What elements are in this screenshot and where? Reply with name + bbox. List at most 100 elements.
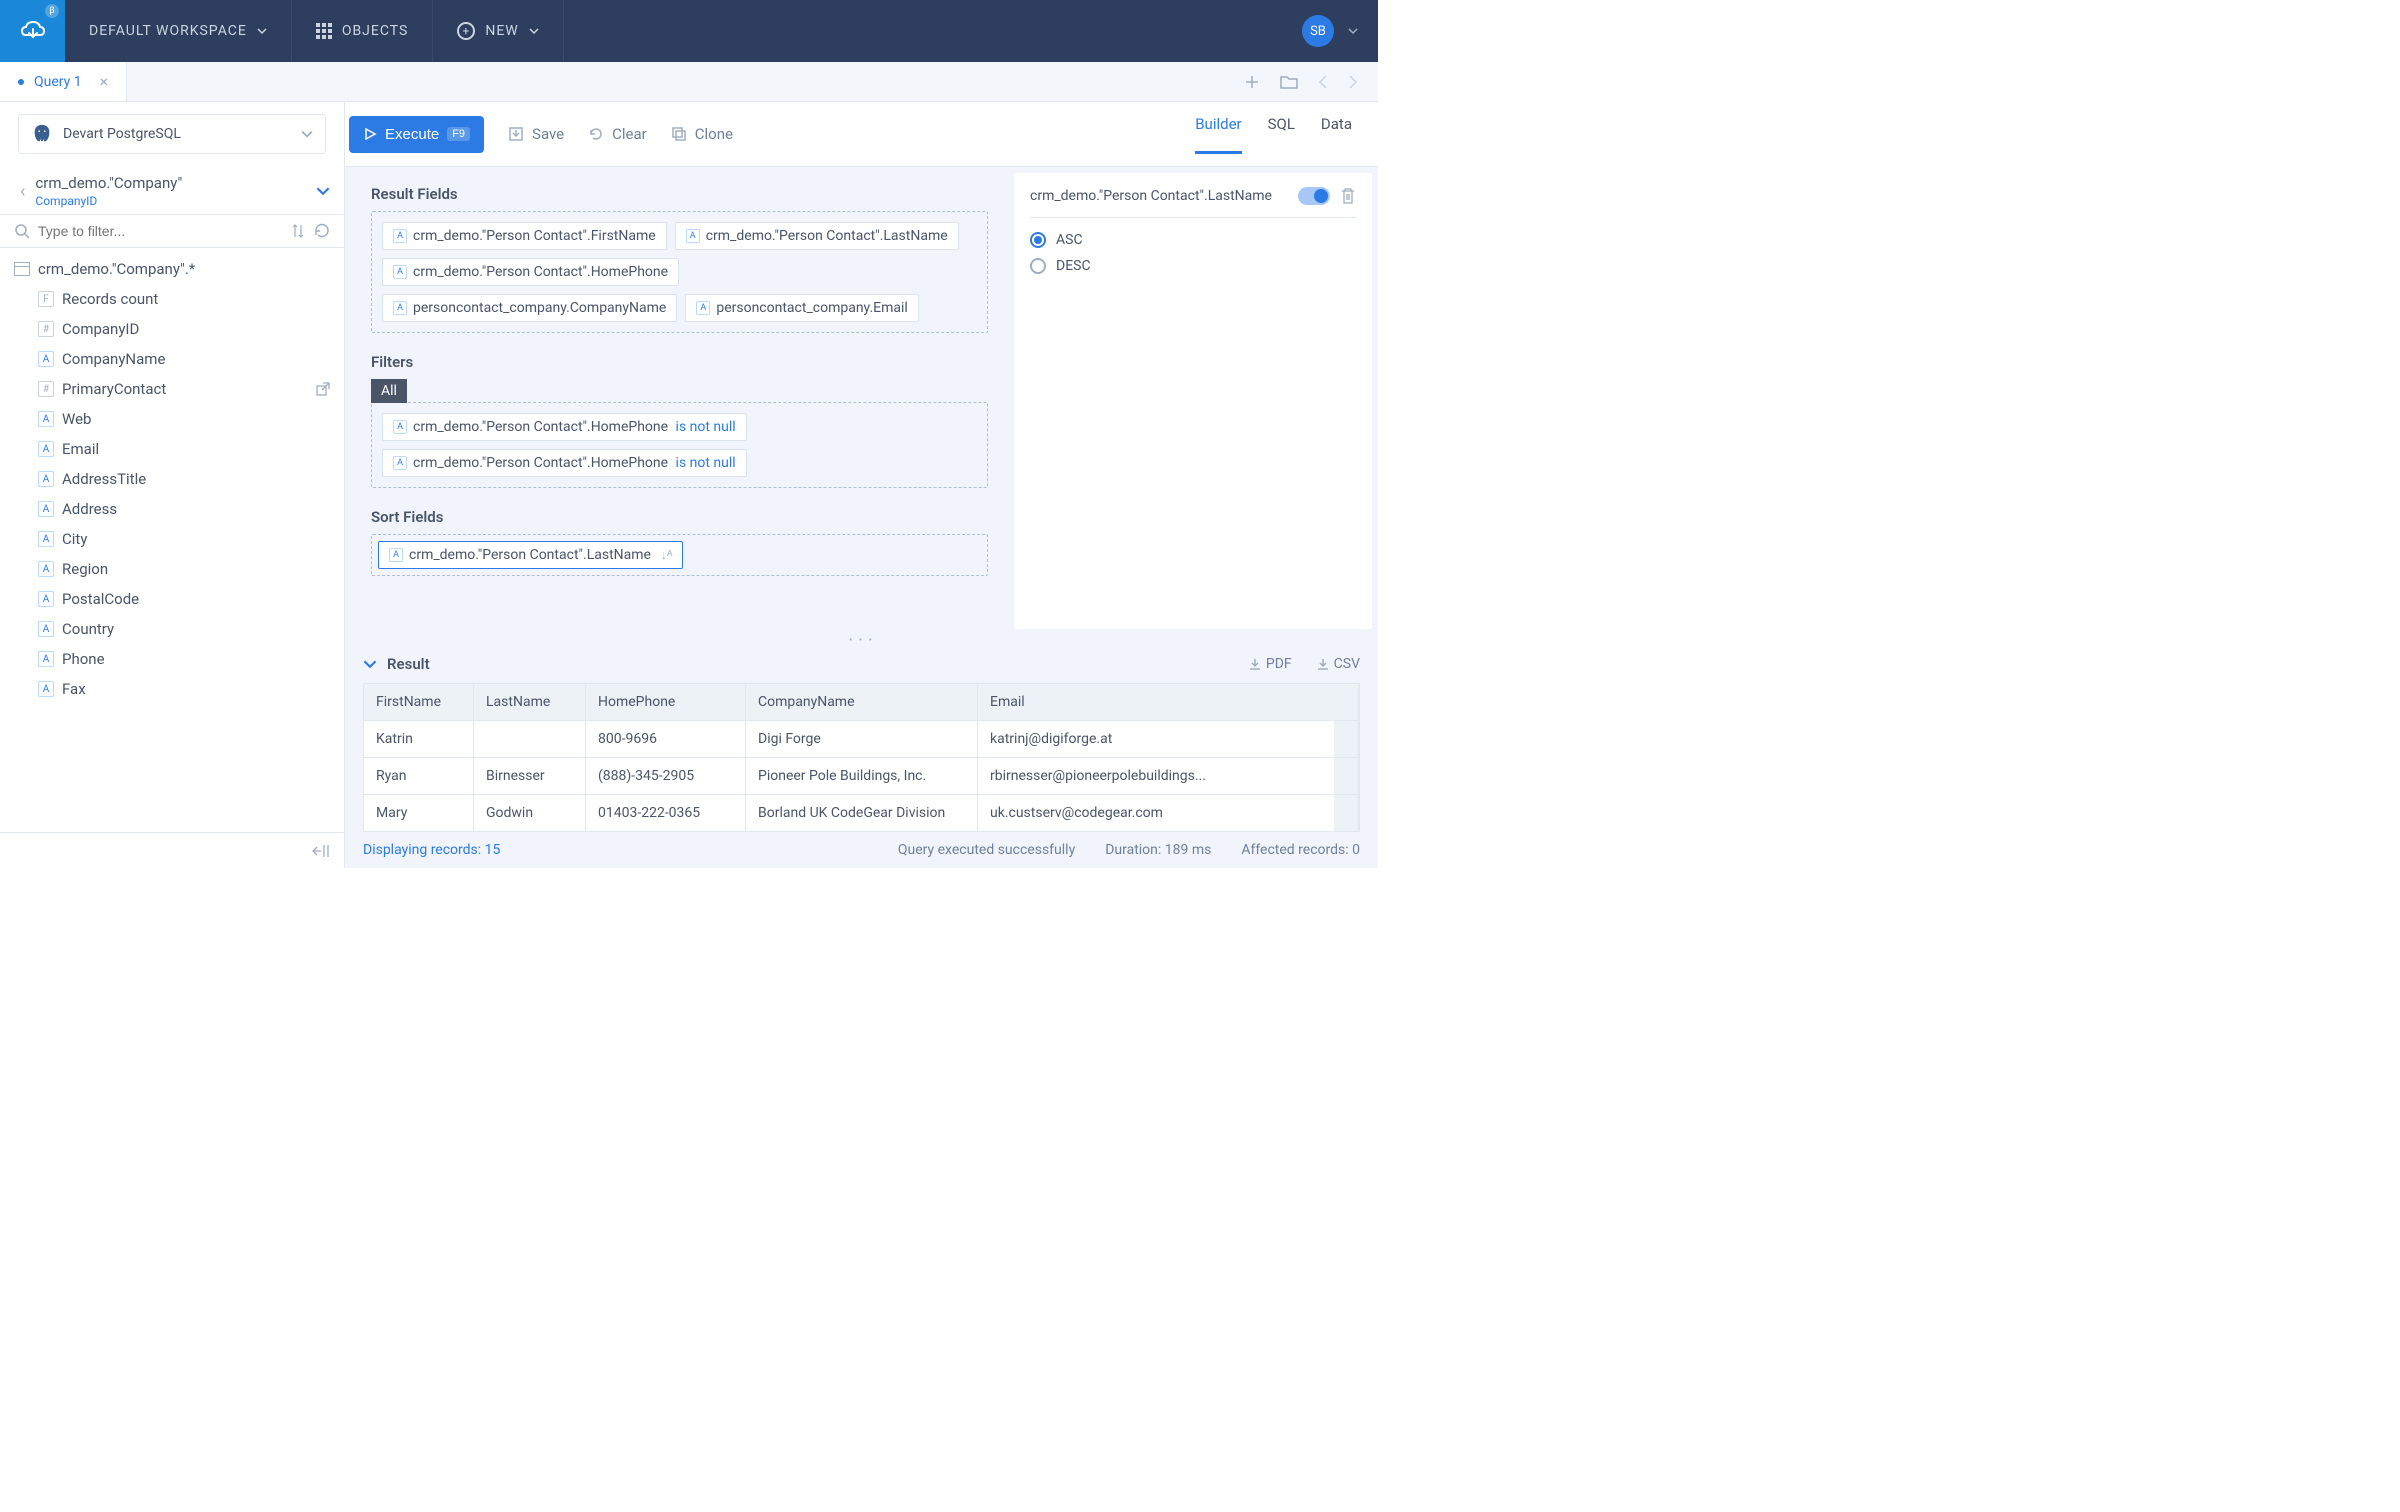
field-chip[interactable]: Acrm_demo."Person Contact".HomePhone: [382, 258, 679, 286]
sort-icon[interactable]: [292, 223, 304, 239]
type-badge: A: [393, 265, 407, 279]
type-badge: A: [393, 456, 407, 470]
sort-chip[interactable]: Acrm_demo."Person Contact".LastName↓ᴬ: [378, 541, 683, 569]
connection-select[interactable]: Devart PostgreSQL: [18, 114, 326, 154]
execute-button[interactable]: Execute F9: [349, 116, 484, 153]
result-fields-title: Result Fields: [371, 185, 988, 203]
tree-item[interactable]: AWeb: [0, 404, 344, 434]
result-panel: Result PDF CSV FirstNameLastNameHomePhon…: [345, 647, 1378, 832]
plus-icon[interactable]: [1244, 74, 1260, 90]
chevron-down-icon[interactable]: [316, 184, 330, 198]
breadcrumb-sub[interactable]: CompanyID: [35, 194, 182, 208]
sort-fields-box[interactable]: Acrm_demo."Person Contact".LastName↓ᴬ: [371, 534, 988, 576]
postgres-icon: [31, 123, 53, 145]
tree-item[interactable]: AFax: [0, 674, 344, 704]
radio-asc[interactable]: ASC: [1030, 232, 1356, 248]
clone-button[interactable]: Clone: [671, 125, 733, 143]
folder-icon[interactable]: [1280, 74, 1298, 90]
sort-asc-icon: ↓ᴬ: [661, 548, 672, 562]
field-toggle[interactable]: [1298, 187, 1330, 205]
tree-root[interactable]: crm_demo."Company".*: [0, 254, 344, 284]
save-button[interactable]: Save: [508, 125, 564, 143]
navbar: β DEFAULT WORKSPACE OBJECTS + NEW SB: [0, 0, 1378, 62]
table-row[interactable]: MaryGodwin01403-222-0365Borland UK CodeG…: [364, 794, 1359, 831]
filters-box[interactable]: Acrm_demo."Person Contact".HomePhone is …: [371, 402, 988, 488]
tree-item[interactable]: ARegion: [0, 554, 344, 584]
tree-item[interactable]: #PrimaryContact: [0, 374, 344, 404]
connection-name: Devart PostgreSQL: [63, 126, 181, 142]
toolbar: Execute F9 Save Clear Clone Builder: [345, 102, 1378, 166]
sort-fields-title: Sort Fields: [371, 508, 988, 526]
app-logo[interactable]: β: [0, 0, 65, 62]
table-row[interactable]: RyanBirnesser(888)-345-2905Pioneer Pole …: [364, 757, 1359, 794]
new-menu[interactable]: + NEW: [433, 0, 563, 62]
table-cell: Mary: [364, 795, 474, 831]
table-icon: [14, 262, 30, 276]
clone-icon: [671, 126, 687, 142]
column-header[interactable]: FirstName: [364, 684, 474, 720]
result-title: Result: [387, 655, 430, 673]
type-badge: A: [393, 301, 407, 315]
chevron-down-icon: [529, 26, 539, 36]
export-csv[interactable]: CSV: [1316, 656, 1360, 672]
field-chip[interactable]: Acrm_demo."Person Contact".LastName: [675, 222, 959, 250]
column-header[interactable]: HomePhone: [586, 684, 746, 720]
refresh-icon[interactable]: [314, 223, 330, 239]
tree-item[interactable]: FRecords count: [0, 284, 344, 314]
clear-button[interactable]: Clear: [588, 125, 647, 143]
type-badge: A: [686, 229, 700, 243]
resize-grip[interactable]: • • •: [345, 635, 1378, 647]
field-chip[interactable]: Acrm_demo."Person Contact".FirstName: [382, 222, 667, 250]
beta-badge: β: [45, 4, 59, 18]
objects-menu[interactable]: OBJECTS: [292, 0, 434, 62]
chevron-right-icon[interactable]: [1348, 75, 1358, 89]
tree-item[interactable]: AAddress: [0, 494, 344, 524]
trash-icon[interactable]: [1340, 187, 1356, 205]
tab-query1[interactable]: Query 1 ×: [0, 62, 127, 101]
back-icon[interactable]: ‹: [14, 181, 31, 202]
chevron-left-icon[interactable]: [1318, 75, 1328, 89]
column-header[interactable]: CompanyName: [746, 684, 978, 720]
external-link-icon[interactable]: [316, 382, 330, 396]
clone-label: Clone: [695, 125, 733, 143]
tree-item[interactable]: AAddressTitle: [0, 464, 344, 494]
column-header[interactable]: LastName: [474, 684, 586, 720]
radio-desc[interactable]: DESC: [1030, 258, 1356, 274]
filter-chip[interactable]: Acrm_demo."Person Contact".HomePhone is …: [382, 449, 747, 477]
filter-chip[interactable]: Acrm_demo."Person Contact".HomePhone is …: [382, 413, 747, 441]
type-badge: A: [38, 651, 54, 667]
type-badge: A: [38, 561, 54, 577]
type-badge: #: [38, 381, 54, 397]
tab-sql[interactable]: SQL: [1268, 115, 1295, 154]
type-badge: A: [38, 681, 54, 697]
tree-item[interactable]: ACompanyName: [0, 344, 344, 374]
search-icon: [14, 223, 30, 239]
table-cell: [474, 721, 586, 757]
result-fields-box[interactable]: Acrm_demo."Person Contact".FirstName Acrm…: [371, 211, 988, 333]
column-header[interactable]: Email: [978, 684, 1334, 720]
status-affected: Affected records: 0: [1241, 842, 1360, 858]
export-pdf[interactable]: PDF: [1248, 656, 1292, 672]
tree-item[interactable]: AEmail: [0, 434, 344, 464]
breadcrumb: ‹ crm_demo."Company" CompanyID: [0, 166, 344, 215]
filter-input[interactable]: [38, 223, 284, 239]
chevron-down-icon[interactable]: [363, 657, 377, 671]
tree-item[interactable]: ACountry: [0, 614, 344, 644]
filters-all-tab[interactable]: All: [371, 379, 407, 403]
workspace-menu[interactable]: DEFAULT WORKSPACE: [65, 0, 292, 62]
tab-data[interactable]: Data: [1321, 115, 1352, 154]
tab-builder[interactable]: Builder: [1195, 115, 1241, 154]
tree-item[interactable]: ACity: [0, 524, 344, 554]
field-chip[interactable]: Apersoncontact_company.Email: [685, 294, 918, 322]
table-row[interactable]: Katrin800-9696Digi Forgekatrinj@digiforg…: [364, 720, 1359, 757]
table-cell: Katrin: [364, 721, 474, 757]
field-chip[interactable]: Apersoncontact_company.CompanyName: [382, 294, 677, 322]
close-icon[interactable]: ×: [100, 72, 109, 91]
objects-label: OBJECTS: [342, 23, 409, 39]
user-menu[interactable]: SB: [1302, 15, 1378, 47]
download-icon: [1316, 657, 1330, 671]
collapse-icon[interactable]: [312, 843, 330, 859]
tree-item[interactable]: APostalCode: [0, 584, 344, 614]
tree-item[interactable]: #CompanyID: [0, 314, 344, 344]
tree-item[interactable]: APhone: [0, 644, 344, 674]
